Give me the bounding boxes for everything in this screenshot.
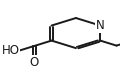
Text: N: N bbox=[96, 19, 105, 32]
Text: HO: HO bbox=[2, 44, 20, 57]
Text: O: O bbox=[30, 56, 39, 69]
